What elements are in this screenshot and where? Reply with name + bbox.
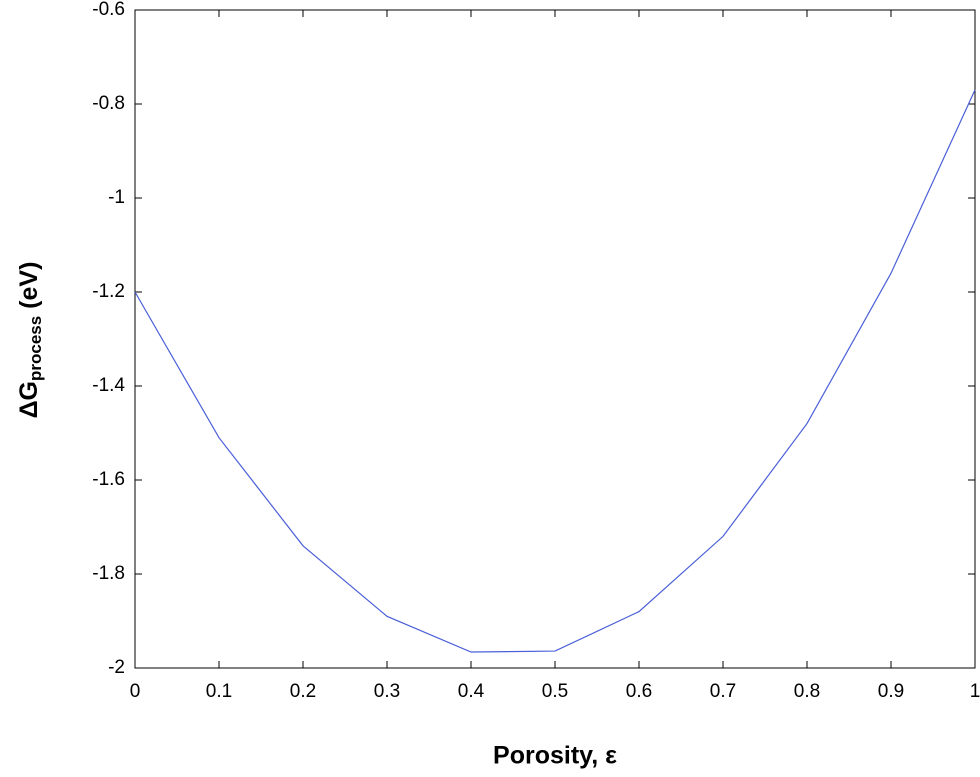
x-tick-label: 0.8 [794, 681, 820, 702]
y-tick-label: -1.8 [92, 563, 125, 584]
x-tick-label: 0.5 [542, 681, 568, 702]
data-line [134, 89, 976, 653]
x-tick-label: 0.9 [878, 681, 904, 702]
x-tick-label: 0 [130, 681, 141, 702]
y-title-main: ΔG [15, 381, 43, 418]
plot-frame [134, 9, 976, 669]
y-tick-label: -0.6 [92, 0, 125, 20]
y-tick-label: -0.8 [92, 93, 125, 114]
y-tick-label: -1.6 [92, 469, 125, 490]
x-axis-title: Porosity, ε [493, 742, 617, 770]
x-tick-label: 0.4 [458, 681, 485, 702]
x-tick-label: 0.6 [626, 681, 652, 702]
x-tick-label: 0.3 [374, 681, 400, 702]
x-tick-label: 0.1 [206, 681, 232, 702]
y-tick-label: -1 [108, 187, 125, 208]
y-tick-label: -2 [108, 657, 125, 678]
x-tick-label: 1 [970, 681, 980, 702]
y-axis-title: ΔGprocess (eV) [15, 262, 46, 419]
y-title-sub: process [26, 316, 45, 381]
y-tick-label: -1.4 [92, 375, 125, 396]
x-tick-label: 0.2 [290, 681, 316, 702]
y-title-unit: (eV) [15, 262, 43, 316]
y-tick-label: -1.2 [92, 281, 125, 302]
x-tick-label: 0.7 [710, 681, 736, 702]
